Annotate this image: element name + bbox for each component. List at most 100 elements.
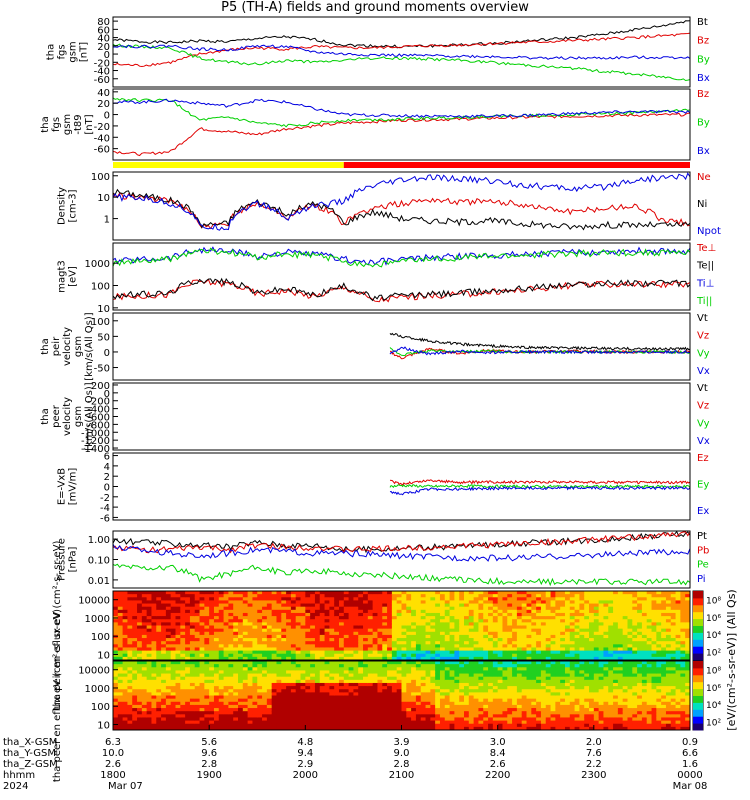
heatmap-cell [334, 661, 340, 665]
heatmap-cell [502, 723, 508, 728]
heatmap-cell [377, 612, 383, 617]
legend-entry: Bx [697, 73, 710, 84]
heatmap-cell [670, 625, 677, 630]
heatmap-cell [536, 609, 542, 614]
heatmap-cell [290, 594, 297, 598]
heatmap-cell [454, 609, 460, 614]
heatmap-cell [338, 656, 345, 661]
heatmap-cell [305, 676, 311, 681]
heatmap-cell [540, 612, 547, 617]
colorbar-swatch [693, 625, 703, 633]
y-tick-label: 100 [91, 282, 110, 293]
heatmap-cell [175, 720, 181, 725]
heatmap-cell [540, 606, 547, 611]
heatmap-cell [459, 647, 465, 652]
heatmap-cell [579, 650, 585, 655]
heatmap-cell [372, 695, 378, 700]
heatmap-cell [218, 603, 225, 608]
heatmap-cell [286, 676, 292, 681]
heatmap-cell [175, 591, 181, 595]
heatmap-cell [497, 612, 503, 617]
heatmap-cell [425, 641, 431, 645]
heatmap-cell [156, 708, 162, 712]
heatmap-cell [204, 647, 210, 652]
heatmap-cell [161, 638, 167, 642]
heatmap-cell [685, 656, 691, 661]
heatmap-cell [141, 704, 148, 709]
heatmap-cell [295, 616, 302, 620]
heatmap-cell [329, 682, 335, 687]
heatmap-cell [468, 704, 475, 709]
heatmap-cell [459, 692, 465, 696]
heatmap-cell [213, 664, 220, 668]
heatmap-cell [343, 647, 350, 652]
heatmap-cell [194, 708, 201, 712]
heatmap-cell [151, 704, 157, 709]
heatmap-cell [492, 631, 499, 636]
heatmap-cell [310, 644, 316, 648]
heatmap-cell [252, 628, 258, 633]
heatmap-cell [228, 653, 234, 658]
heatmap-cell [180, 711, 186, 715]
heatmap-cell [113, 670, 119, 675]
heatmap-cell [502, 631, 508, 636]
heatmap-cell [521, 682, 528, 687]
heatmap-cell [358, 686, 364, 690]
heatmap-cell [305, 616, 311, 620]
heatmap-cell [286, 619, 292, 623]
heatmap-cell [189, 701, 196, 706]
series-line-Bz [112, 112, 690, 157]
heatmap-cell [439, 726, 446, 731]
heatmap-cell [540, 664, 547, 668]
heatmap-cell [185, 653, 191, 658]
heatmap-cell [641, 644, 648, 648]
heatmap-cell [536, 667, 542, 671]
heatmap-cell [449, 679, 455, 684]
heatmap-cell [276, 612, 282, 617]
heatmap-cell [329, 644, 335, 648]
heatmap-cell [641, 619, 648, 623]
heatmap-cell [435, 622, 441, 626]
heatmap-cell [185, 670, 191, 675]
heatmap-cell [531, 606, 537, 611]
heatmap-cell [137, 670, 143, 675]
heatmap-cell [502, 634, 508, 639]
heatmap-cell [199, 679, 205, 684]
heatmap-cell [185, 676, 191, 681]
heatmap-cell [199, 616, 205, 620]
heatmap-cell [555, 686, 561, 690]
heatmap-cell [459, 653, 465, 658]
heatmap-cell [151, 641, 157, 645]
heatmap-cell [223, 667, 229, 671]
heatmap-cell [401, 653, 407, 658]
heatmap-cell [540, 619, 547, 623]
heatmap-cell [358, 653, 364, 658]
heatmap-cell [435, 682, 441, 687]
heatmap-cell [218, 676, 225, 681]
heatmap-cell [377, 667, 383, 671]
heatmap-cell [319, 594, 326, 598]
heatmap-cell [464, 723, 470, 728]
heatmap-cell [680, 647, 686, 652]
heatmap-cell [156, 661, 162, 665]
panel-frame [112, 312, 691, 381]
heatmap-cell [194, 667, 201, 671]
heatmap-cell [555, 650, 561, 655]
heatmap-cell [305, 682, 311, 687]
heatmap-cell [555, 631, 561, 636]
heatmap-cell [358, 723, 364, 728]
heatmap-cell [387, 682, 393, 687]
heatmap-cell [430, 711, 436, 715]
heatmap-cell [204, 638, 210, 642]
heatmap-cell [502, 653, 508, 658]
heatmap-cell [242, 625, 249, 630]
heatmap-cell [396, 631, 402, 636]
heatmap-cell [439, 591, 446, 595]
heatmap-cell [310, 606, 316, 611]
heatmap-cell [420, 631, 427, 636]
heatmap-cell [439, 679, 446, 684]
heatmap-cell [406, 638, 412, 642]
heatmap-cell [223, 625, 229, 630]
heatmap-cell [401, 689, 407, 693]
heatmap-cell [632, 612, 638, 617]
